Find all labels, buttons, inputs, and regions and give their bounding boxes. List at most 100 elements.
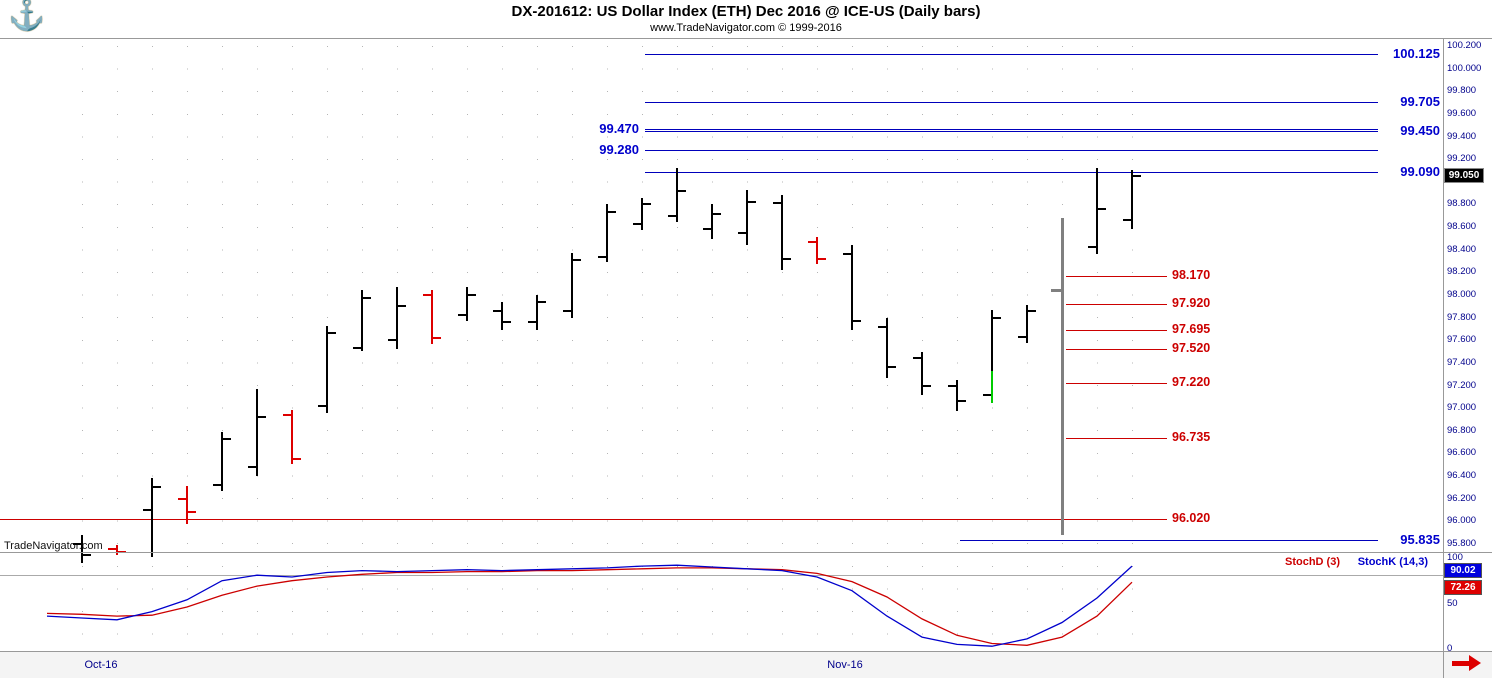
price-axis-label: 99.800 <box>1447 85 1477 96</box>
bar-close-tick <box>363 297 371 299</box>
bar-close-tick <box>468 294 476 296</box>
resistance-line <box>645 131 1378 132</box>
bar-open-tick <box>668 215 676 217</box>
stoch-d-line <box>46 567 1133 646</box>
price-axis-label: 98.600 <box>1447 221 1477 232</box>
bar-close-tick <box>818 258 826 260</box>
resistance-line <box>645 150 1378 151</box>
grid-column <box>432 46 433 648</box>
bar-close-tick <box>923 385 931 387</box>
bar-open-tick <box>143 509 151 511</box>
bar-close-tick <box>83 554 91 556</box>
support-line-label: 97.920 <box>1172 296 1211 310</box>
price-axis-label: 100.000 <box>1447 63 1482 74</box>
grid-column <box>537 46 538 648</box>
support-line <box>1066 383 1167 384</box>
ohlc-bar <box>81 535 83 563</box>
date-label: Nov-16 <box>827 659 863 671</box>
bar-open-tick <box>73 543 81 545</box>
grid-column <box>82 46 83 648</box>
bar-close-tick <box>223 438 231 440</box>
grid-column <box>922 46 923 648</box>
grid-column <box>677 46 678 648</box>
resistance-line-label: 100.125 <box>1393 46 1440 61</box>
stoch-level-line <box>0 575 1443 576</box>
grid-column <box>607 46 608 648</box>
ohlc-bar <box>1096 168 1098 254</box>
bar-close-tick <box>783 258 791 260</box>
stoch-axis-label: 50 <box>1447 598 1458 609</box>
price-axis-border <box>1443 38 1444 678</box>
ohlc-bar <box>1026 305 1028 343</box>
bar-close-tick <box>538 301 546 303</box>
bar-open-tick <box>633 223 641 225</box>
divider-tick <box>1051 289 1061 292</box>
grid-column <box>1027 46 1028 648</box>
support-line <box>1066 438 1167 439</box>
stochk-legend-label: StochK (14,3) <box>1357 556 1428 568</box>
bar-close-tick <box>608 211 616 213</box>
axis-separator <box>0 651 1492 652</box>
bar-open-tick <box>598 256 606 258</box>
price-axis-label: 96.200 <box>1447 493 1477 504</box>
grid-column <box>1097 46 1098 648</box>
ohlc-bar <box>571 253 573 318</box>
bar-open-tick <box>353 347 361 349</box>
bar-close-tick <box>188 511 196 513</box>
bar-open-tick <box>983 394 991 396</box>
bar-close-tick <box>643 203 651 205</box>
resistance-line-label: 99.090 <box>1400 164 1440 179</box>
ohlc-bar <box>501 302 503 330</box>
resistance-line <box>645 54 1378 55</box>
stoch-axis-label: 0 <box>1447 643 1453 654</box>
ohlc-bar <box>256 389 258 476</box>
bar-open-tick <box>318 405 326 407</box>
bar-close-tick <box>958 400 966 402</box>
bar-open-tick <box>1018 336 1026 338</box>
support-line-label: 98.170 <box>1172 268 1211 282</box>
ohlc-bar <box>326 326 328 413</box>
bar-close-tick <box>678 190 686 192</box>
ohlc-bar <box>921 352 923 395</box>
bar-open-tick <box>388 339 396 341</box>
support-line <box>1066 304 1167 305</box>
ohlc-bar <box>1131 170 1133 229</box>
grid-column <box>817 46 818 648</box>
ohlc-bar <box>991 310 993 403</box>
bar-close-tick <box>573 259 581 261</box>
bar-open-tick <box>738 232 746 234</box>
grid-column <box>257 46 258 648</box>
bar-close-tick <box>503 321 511 323</box>
support-line <box>1066 330 1167 331</box>
grid-column <box>152 46 153 648</box>
bar-open-tick <box>878 326 886 328</box>
ohlc-bar <box>536 295 538 330</box>
resistance-line <box>960 540 1378 541</box>
bar-open-tick <box>913 357 921 359</box>
bar-close-tick <box>993 317 1001 319</box>
bar-open-tick <box>773 202 781 204</box>
bar-close-tick <box>153 486 161 488</box>
bar-open-tick <box>213 484 221 486</box>
bar-close-tick <box>713 213 721 215</box>
price-axis-label: 99.400 <box>1447 131 1477 142</box>
resistance-line-label: 99.470 <box>599 121 639 136</box>
ohlc-bar <box>186 486 188 524</box>
resistance-line-label: 99.450 <box>1400 123 1440 138</box>
stoch-d-value-box: 72.26 <box>1444 580 1482 595</box>
support-line <box>1066 276 1167 277</box>
support-line <box>0 519 1167 520</box>
ohlc-bar <box>676 168 678 222</box>
ohlc-bar <box>711 204 713 239</box>
price-axis-label: 99.200 <box>1447 153 1477 164</box>
chart-title: DX-201612: US Dollar Index (ETH) Dec 201… <box>511 3 981 20</box>
bar-open-tick <box>423 294 431 296</box>
ohlc-bar <box>781 195 783 270</box>
scroll-right-arrow[interactable] <box>1450 655 1484 672</box>
scroll-right-arrow-head <box>1469 655 1481 671</box>
price-axis-label: 100.200 <box>1447 40 1482 51</box>
price-axis-label: 98.400 <box>1447 244 1477 255</box>
price-axis-label: 96.600 <box>1447 447 1477 458</box>
bar-open-tick <box>1088 246 1096 248</box>
